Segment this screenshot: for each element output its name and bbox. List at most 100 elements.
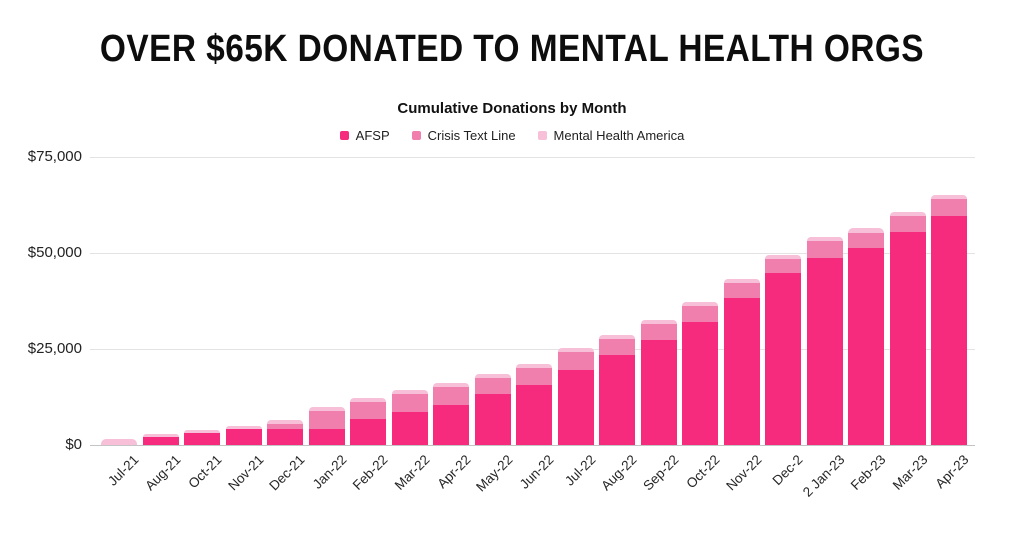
- bar-segment-mental-health-america: [391, 390, 428, 394]
- bar-segment-crisis-text-line: [308, 411, 345, 429]
- bar-segment-mental-health-america: [225, 425, 262, 430]
- bar-segment-afsp: [350, 418, 386, 445]
- bar-segment-mental-health-america: [889, 211, 926, 217]
- bar-segment-mental-health-america: [433, 382, 469, 388]
- bar-segment-mental-health-america: [184, 430, 220, 434]
- x-tick-label: Oct-22: [683, 452, 723, 492]
- bar-segment-mental-health-america: [682, 301, 718, 306]
- bar-segment-afsp: [391, 412, 428, 445]
- bar-segment-afsp: [723, 297, 760, 445]
- bar-segment-crisis-text-line: [889, 216, 926, 232]
- x-tick-label: 2 Jan-23: [799, 452, 848, 500]
- x-tick-label: Apr-22: [434, 452, 474, 492]
- bar-segment-mental-health-america: [599, 334, 635, 340]
- x-tick-label: Dec-2: [769, 452, 806, 489]
- x-tick-label: Jun-22: [516, 452, 557, 492]
- bar-aug-22: [599, 334, 635, 445]
- x-axis-baseline: [90, 445, 975, 446]
- y-tick-label: $0: [65, 436, 82, 453]
- legend-swatch-crisis-text-line-icon: [411, 131, 421, 140]
- bar-segment-crisis-text-line: [640, 324, 677, 340]
- bar-segment-crisis-text-line: [433, 387, 469, 406]
- x-tick-label: Feb-23: [847, 452, 889, 493]
- bar-segment-afsp: [557, 370, 594, 445]
- bar-segment-crisis-text-line: [806, 241, 843, 258]
- bar-segment-afsp: [682, 322, 718, 445]
- bar-segment-crisis-text-line: [848, 232, 884, 249]
- y-tick-label: $75,000: [27, 148, 82, 165]
- bar-jul-21: [101, 439, 137, 445]
- bar-segment-mental-health-america: [557, 347, 594, 353]
- bar-segment-mental-health-america: [101, 439, 137, 445]
- bar-segment-crisis-text-line: [391, 393, 428, 413]
- legend-label-crisis-text-line: Crisis Text Line: [427, 128, 516, 143]
- bar-feb-22: [350, 397, 386, 445]
- bar-segment-afsp: [474, 393, 511, 445]
- bar-segment-afsp: [889, 231, 926, 445]
- gridline: [90, 349, 975, 350]
- x-tick-label: Mar-22: [391, 452, 433, 493]
- y-tick-label: $50,000: [27, 244, 82, 261]
- bar-sep-22: [640, 320, 677, 445]
- bar-segment-afsp: [848, 248, 884, 445]
- bar-segment-crisis-text-line: [350, 401, 386, 419]
- bar-aug-21: [142, 433, 179, 445]
- chart-legend: AFSP Crisis Text Line Mental Health Amer…: [0, 128, 1024, 143]
- legend-label-mental-health-america: Mental Health America: [553, 128, 685, 143]
- x-tick-label: Nov-22: [722, 452, 765, 494]
- bar-segment-crisis-text-line: [682, 306, 718, 323]
- bar-segment-afsp: [142, 436, 179, 445]
- bar-segment-afsp: [599, 355, 635, 445]
- page-title: OVER $65K DONATED TO MENTAL HEALTH ORGS: [99, 28, 925, 70]
- bar-nov-22: [723, 279, 760, 445]
- bar-segment-afsp: [516, 384, 552, 445]
- bar-segment-afsp: [765, 273, 801, 445]
- x-tick-label: Aug-22: [598, 452, 640, 494]
- legend-item-mental-health-america: Mental Health America: [537, 128, 685, 143]
- bar-apr-23: [931, 195, 967, 445]
- bar-segment-mental-health-america: [806, 236, 843, 242]
- bar-jan-22: [308, 407, 345, 445]
- bar-segment-crisis-text-line: [267, 423, 303, 429]
- chart-title: Cumulative Donations by Month: [397, 100, 627, 117]
- x-tick-label: Mar-23: [889, 452, 931, 493]
- legend-label-afsp: AFSP: [355, 128, 390, 143]
- legend-item-afsp: AFSP: [339, 128, 390, 143]
- bar-segment-crisis-text-line: [723, 283, 760, 298]
- bar-segment-afsp: [225, 429, 262, 445]
- bar-segment-mental-health-america: [350, 397, 386, 402]
- x-tick-label: Feb-22: [349, 452, 391, 493]
- x-tick-label: Jul-22: [561, 452, 599, 489]
- bar-segment-mental-health-america: [765, 254, 801, 260]
- bar-segment-afsp: [433, 405, 469, 445]
- bar-2-jan-23: [806, 236, 843, 445]
- x-tick-label: Aug-21: [141, 452, 184, 494]
- x-tick-label: Sep-22: [639, 452, 682, 494]
- bar-segment-afsp: [640, 339, 677, 445]
- bar-oct-21: [184, 430, 220, 445]
- bar-segment-mental-health-america: [516, 364, 552, 369]
- bar-apr-22: [433, 382, 469, 445]
- bar-segment-mental-health-america: [931, 195, 967, 200]
- x-tick-label: Oct-21: [185, 452, 225, 492]
- bar-segment-afsp: [184, 433, 220, 445]
- bar-segment-afsp: [931, 216, 967, 445]
- bar-segment-crisis-text-line: [599, 339, 635, 356]
- bar-mar-23: [889, 211, 926, 445]
- x-tick-label: Nov-21: [224, 452, 267, 494]
- bar-segment-mental-health-america: [640, 320, 677, 325]
- bar-oct-22: [682, 301, 718, 445]
- bar-feb-23: [848, 228, 884, 445]
- bar-group: [90, 157, 975, 445]
- bar-segment-crisis-text-line: [474, 378, 511, 394]
- bar-mar-22: [391, 390, 428, 445]
- x-tick-label: May-22: [472, 452, 516, 495]
- bar-segment-mental-health-america: [267, 420, 303, 424]
- bar-segment-crisis-text-line: [516, 368, 552, 385]
- legend-swatch-mental-health-america-icon: [537, 131, 547, 140]
- bar-may-22: [474, 373, 511, 445]
- x-tick-label: Jul-21: [104, 452, 142, 489]
- bar-jun-22: [516, 364, 552, 445]
- bar-segment-mental-health-america: [474, 373, 511, 379]
